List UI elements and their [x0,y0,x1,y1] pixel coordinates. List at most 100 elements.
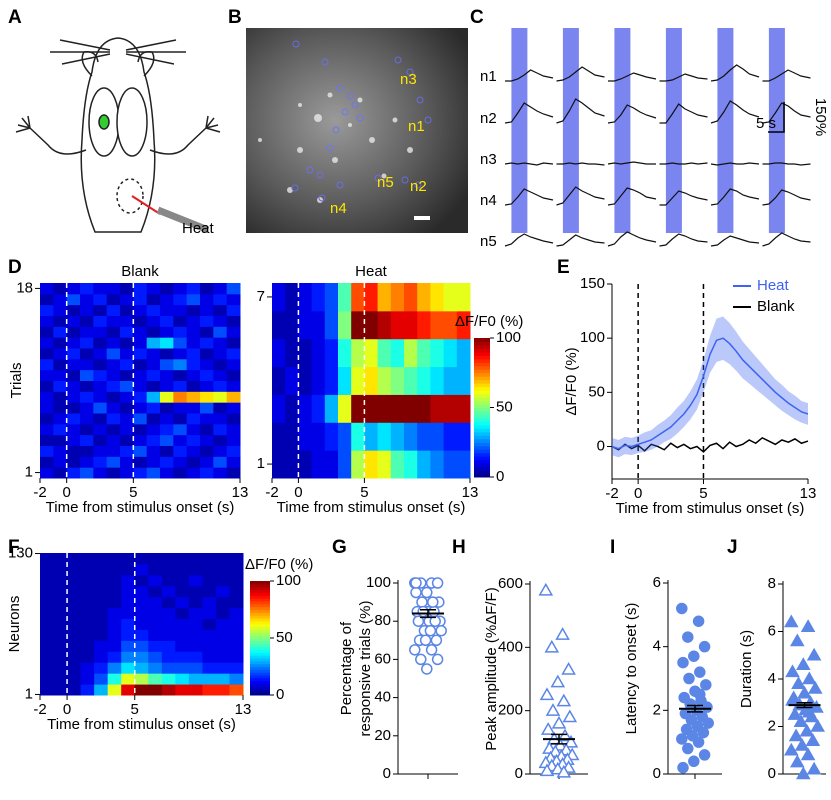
data-point [682,631,694,643]
heat-cell [188,607,203,620]
cell-body [287,187,293,193]
axis [667,580,722,779]
x-tick-label: 0 [62,484,70,501]
heat-cell [40,358,54,371]
line [611,436,809,453]
heat-cell [161,596,176,609]
heat-cell [173,434,188,446]
heat-cell [175,585,190,598]
heat-cell [202,607,217,620]
data-point [692,736,705,748]
heat-cell [106,293,121,306]
heat-cell [40,651,55,663]
heat-cell [173,337,188,349]
trace [710,100,760,124]
heat-cell [40,607,55,620]
heat-cell [53,423,68,436]
colorbar-step [474,456,490,461]
y-tick-label: 2 [768,717,776,734]
heat-cell [364,283,379,312]
heat-cell [200,423,214,436]
heat-cell [200,456,214,468]
heat-cell [443,366,458,395]
heat-cell [66,358,81,371]
heat-cell [338,394,352,423]
heat-cell [80,391,94,403]
data-point [538,582,554,596]
heat-cell [40,434,54,446]
heat-cell [80,402,94,414]
heat-cell [175,673,190,685]
heat-cell [53,337,68,349]
heat-cell [186,369,201,381]
colorbar-step [474,397,490,402]
heat-cell [121,662,136,674]
heat-cell [67,607,82,620]
roi [321,58,329,66]
heat-cell [94,673,109,685]
heat-cell [200,467,214,479]
heat-cell [40,423,54,436]
heat-cell [53,585,68,598]
heat-cell [160,391,174,403]
colorbar-step [250,623,270,628]
heat-cell [186,445,201,457]
heat-cell [173,456,188,468]
heat-cell [430,450,445,479]
legend-label: Heat [757,277,790,294]
heat-cell [93,369,108,381]
colorbar-step [474,365,490,370]
heat-cell [351,450,365,479]
colorbar-step [250,692,270,696]
heat-cell [40,456,54,468]
colorbar-step [474,390,490,395]
roi [316,171,324,179]
heat-cell [173,326,188,338]
heat-cell [40,369,54,381]
heat-cell [93,445,108,457]
heat-cell [146,467,161,479]
heat-cell [148,574,163,587]
colorbar-step [474,393,490,398]
colorbar-step [250,663,270,667]
heat-cell [430,338,445,368]
colorbar-step [474,470,490,475]
time-scale: 5 s [756,115,776,132]
neuron-label: n5 [480,233,497,250]
trace [607,187,657,206]
data-point [688,755,700,768]
trace [762,189,811,206]
colorbar-step [474,438,490,443]
heat-cell [80,283,94,295]
heat-cell [272,422,286,451]
y-tick-label: 4 [768,670,776,687]
heat-cell [311,283,326,312]
heat-cell [66,423,81,436]
neuron-label: n2 [410,178,427,195]
heat-cell [200,293,214,306]
heat-cell [285,422,299,451]
colorbar-step [474,383,490,388]
heat-cell [106,380,121,392]
heat-cell [417,394,431,423]
heat-cell [188,618,203,630]
heat-cell [107,563,122,576]
heat-cell [311,366,326,395]
heat-cell [80,348,94,360]
heat-cell [53,553,68,565]
heat-cell [226,423,241,436]
data-point [555,627,570,640]
data-point [544,639,560,653]
trace [710,235,760,247]
heat-cell [93,434,108,446]
heat-cell [160,380,174,392]
heat-cell [67,651,82,663]
heat-cell [229,596,244,609]
data-point [551,715,567,729]
heat-cell [213,348,228,360]
heat-cell [443,394,458,423]
colorbar-step [250,635,270,639]
heat-cell [40,402,54,414]
heat-cell [364,310,379,340]
colorbar-tick-label: 50 [276,629,293,646]
